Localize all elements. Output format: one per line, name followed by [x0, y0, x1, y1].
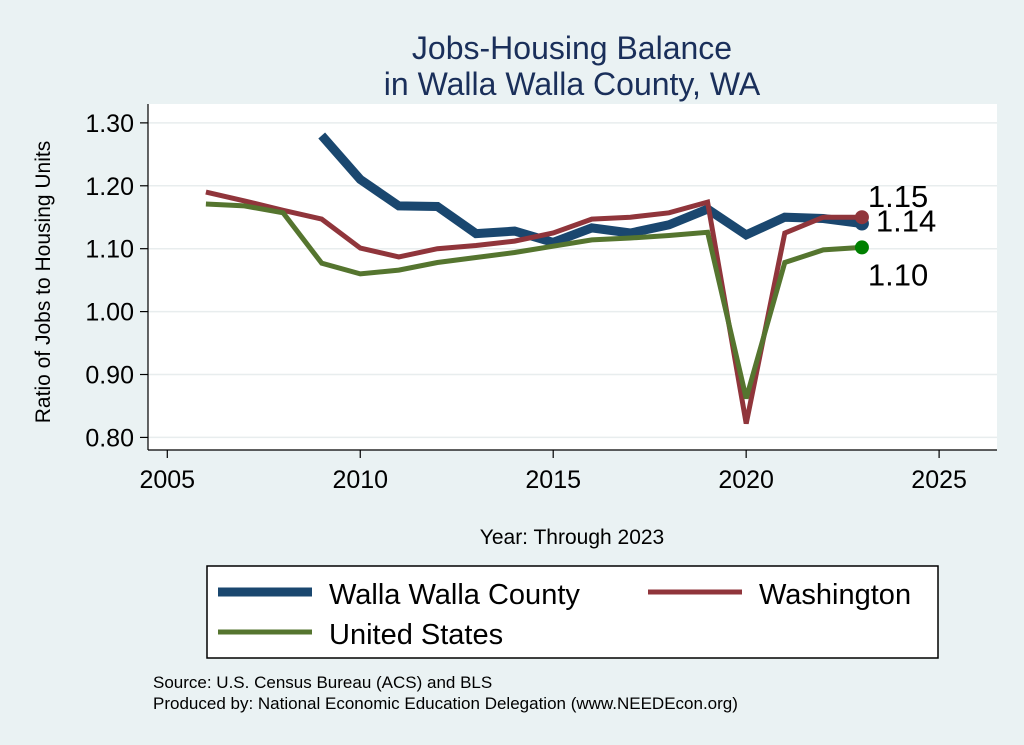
- end-label-united-states: 1.10: [868, 257, 928, 292]
- plot-area: [148, 104, 997, 450]
- x-tick-label: 2010: [332, 466, 388, 494]
- series-line-united-states: [205, 201, 863, 400]
- chart-title-line-2: in Walla Walla County, WA: [384, 66, 761, 102]
- legend-label-walla-walla: Walla Walla County: [329, 579, 580, 611]
- y-tick-label: 0.80: [85, 424, 134, 452]
- chart-title-line-1: Jobs-Housing Balance: [412, 30, 732, 66]
- x-tick-label: 2005: [139, 466, 195, 494]
- legend-box: [206, 565, 939, 659]
- y-tick-label: 1.10: [85, 236, 134, 264]
- producer-note: Produced by: National Economic Education…: [153, 694, 738, 713]
- endpoint-marker-united-states: [854, 240, 869, 255]
- x-tick-label: 2025: [911, 466, 967, 494]
- series-lines: [205, 132, 869, 425]
- y-tick-label: 1.20: [85, 173, 134, 201]
- axes: 0.80 0.90 1.00 1.10 1.20 1.30 2005 2010 2015 2020…: [85, 104, 997, 494]
- end-label-washington: 1.15: [868, 179, 928, 214]
- end-labels: 1.141.15 1.10: [868, 179, 936, 292]
- y-axis-label: Ratio of Jobs to Housing Units: [32, 141, 55, 423]
- series-line-washington: [205, 189, 862, 425]
- endpoint-marker-washington: [854, 210, 869, 225]
- grid-lines: [148, 122, 997, 439]
- y-tick-label: 1.00: [85, 299, 134, 327]
- x-axis-label: Year: Through 2023: [480, 526, 665, 549]
- x-tick-label: 2015: [525, 466, 581, 494]
- y-tick-label: 0.90: [85, 362, 134, 390]
- x-tick-label: 2020: [718, 466, 774, 494]
- series-line-walla-walla-county: [318, 132, 863, 248]
- legend-label-washington: Washington: [759, 579, 911, 611]
- end-label-walla-walla-county: 1.14: [876, 204, 936, 239]
- source-note: Source: U.S. Census Bureau (ACS) and BLS: [153, 673, 492, 692]
- legend-label-united-states: United States: [329, 619, 503, 651]
- y-tick-label: 1.30: [85, 110, 134, 138]
- legend: Walla Walla County Washington United Sta…: [206, 565, 939, 659]
